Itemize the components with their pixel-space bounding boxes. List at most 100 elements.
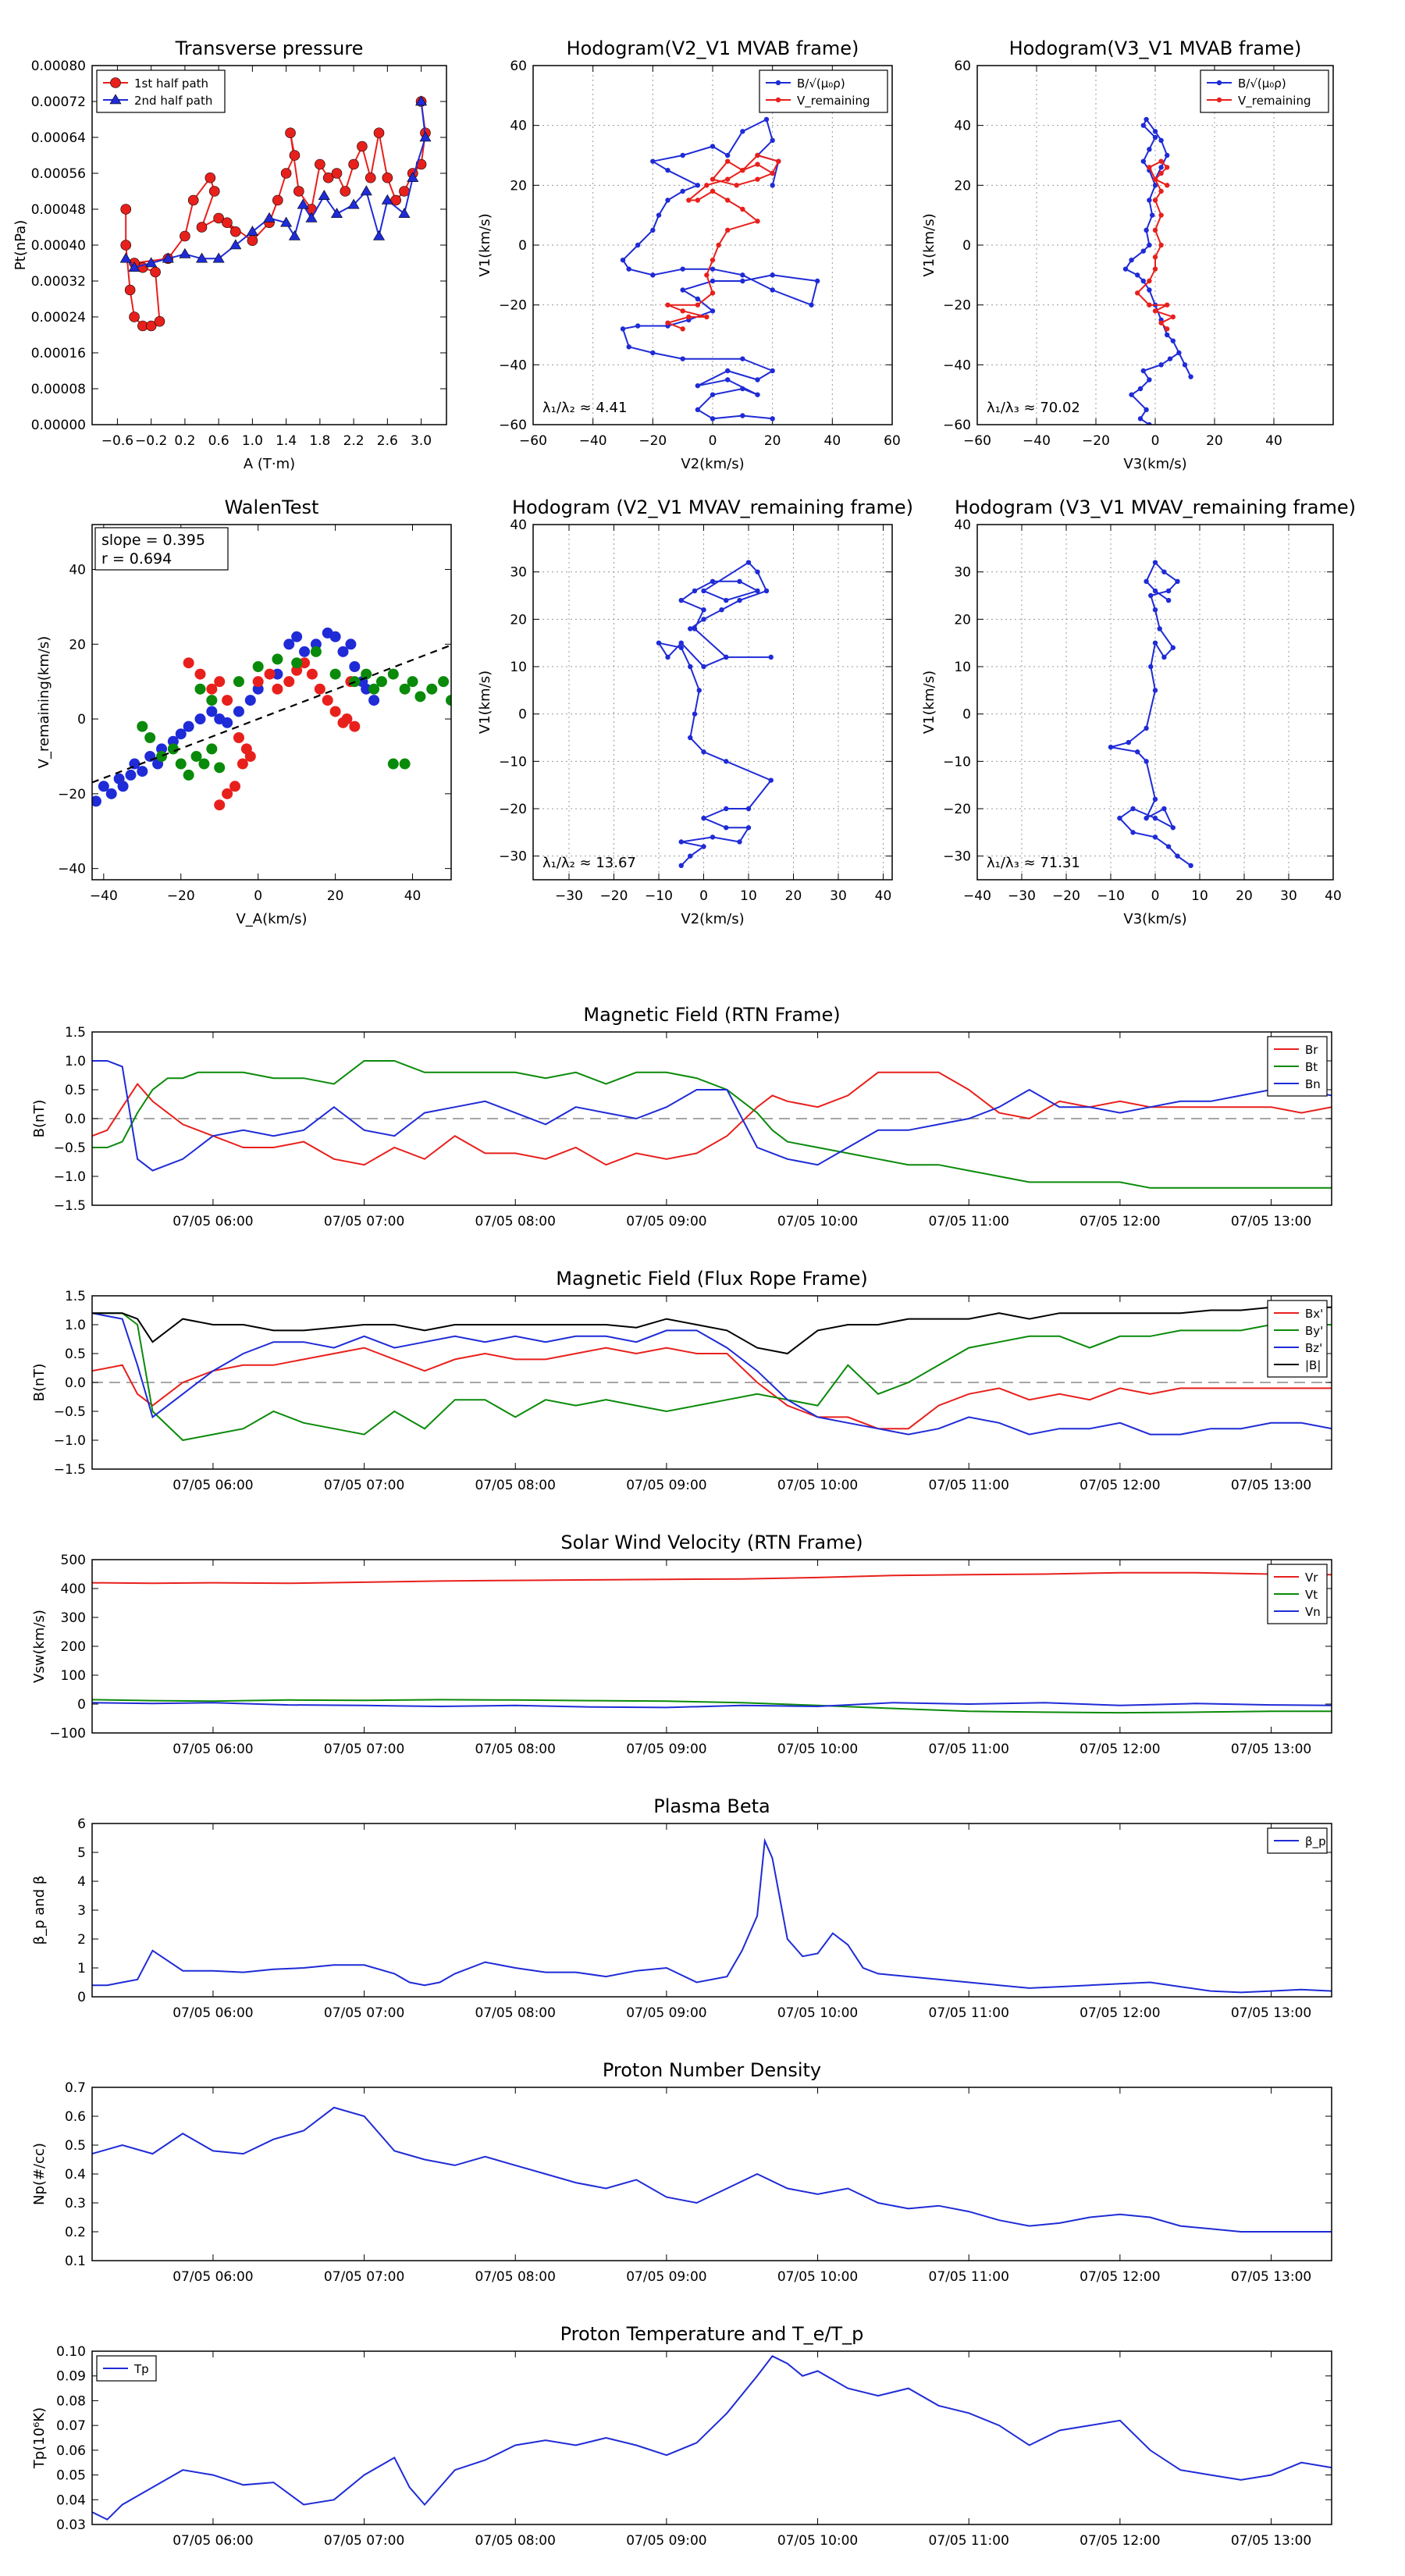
y-tick-label: −100 (49, 1726, 86, 1742)
data-point (340, 186, 351, 197)
x-tick-label: 40 (824, 433, 841, 449)
data-point (1167, 356, 1173, 361)
legend: Bx' By' Bz' |B| (1267, 1300, 1328, 1378)
data-point (1148, 664, 1154, 670)
y-axis-label: Np(#/cc) (31, 2143, 48, 2205)
data-point (399, 186, 410, 197)
y-tick-label: 30 (510, 565, 527, 581)
y-tick-label: 40 (954, 518, 971, 533)
x-tick-label: 07/05 11:00 (929, 1214, 1009, 1229)
data-point (330, 208, 343, 218)
y-tick-label: −20 (943, 802, 971, 817)
legend-marker (1216, 97, 1222, 103)
y-tick-label: 100 (61, 1668, 86, 1684)
x-axis-label: A (T·m) (244, 456, 295, 472)
x-tick-label: 07/05 07:00 (324, 2005, 404, 2021)
data-point (137, 766, 148, 777)
data-point (1161, 654, 1167, 660)
x-tick-label: 07/05 07:00 (324, 2533, 404, 2549)
x-tick-label: 07/05 12:00 (1080, 2005, 1160, 2021)
x-tick-label: 07/05 12:00 (1080, 1478, 1160, 1493)
data-point (156, 743, 168, 755)
plot-frame (976, 65, 1334, 425)
legend-label: By' (1305, 1324, 1323, 1338)
y-tick-label: 0 (77, 1697, 86, 1713)
y-tick-label: 0.00064 (31, 130, 86, 146)
data-point (1140, 278, 1147, 284)
data-point (1140, 158, 1147, 164)
y-tick-label: 0.4 (65, 2167, 86, 2183)
chart-title: Magnetic Field (Flux Rope Frame) (556, 1268, 867, 1290)
data-point (145, 320, 157, 332)
data-point (1152, 688, 1158, 693)
data-point (1165, 302, 1170, 308)
x-tick-label: 10 (740, 888, 757, 904)
y-tick-label: 0.5 (65, 2138, 86, 2154)
x-tick-label: 07/05 11:00 (929, 2005, 1009, 2021)
data-point (1137, 386, 1144, 392)
data-point (665, 302, 670, 308)
x-tick-label: 07/05 08:00 (475, 1478, 556, 1493)
data-point (719, 607, 724, 613)
series-line (92, 2355, 1332, 2521)
x-tick-label: 40 (1265, 433, 1282, 449)
data-point (331, 168, 343, 179)
data-point (701, 749, 706, 755)
data-point (656, 640, 662, 646)
x-tick-label: 07/05 09:00 (626, 2005, 706, 2021)
data-point (710, 308, 716, 314)
data-point (1152, 796, 1158, 802)
x-tick-label: 2.6 (377, 433, 398, 449)
y-tick-label: 0.7 (65, 2080, 86, 2096)
plot-frame (91, 1823, 1332, 1998)
data-point (656, 212, 662, 218)
data-point (252, 683, 264, 695)
x-tick-label: 07/05 10:00 (777, 1478, 858, 1493)
data-point (208, 186, 220, 197)
y-tick-label: 0.00080 (31, 59, 86, 74)
data-point (620, 326, 626, 332)
data-point (137, 720, 148, 732)
data-point (724, 227, 731, 233)
x-tick-label: 1.8 (309, 433, 330, 449)
data-point (1157, 626, 1162, 632)
data-point (264, 668, 276, 680)
data-point (724, 176, 731, 182)
x-tick-label: −10 (645, 888, 673, 904)
data-point (237, 758, 248, 770)
series-data (183, 657, 361, 811)
data-point (704, 314, 710, 320)
data-point (716, 242, 721, 248)
data-point (347, 198, 360, 209)
series-line (621, 118, 819, 420)
legend: 1st half path 2nd half path (96, 69, 226, 113)
data-point (678, 597, 684, 603)
y-axis-label: β_p and β (31, 1876, 48, 1945)
data-point (263, 212, 276, 222)
data-point (310, 639, 322, 650)
y-tick-label: 20 (954, 612, 971, 628)
data-point (283, 676, 295, 688)
data-point (288, 229, 301, 240)
x-tick-label: −30 (555, 888, 583, 904)
series-line (125, 101, 427, 327)
x-tick-label: −0.2 (135, 433, 167, 449)
data-point (183, 657, 194, 669)
data-point (299, 657, 311, 669)
y-tick-label: 0 (77, 1990, 86, 2005)
x-tick-label: 07/05 08:00 (475, 2269, 556, 2285)
y-tick-label: 20 (510, 178, 527, 194)
series-2nd half path (119, 95, 432, 272)
data-point (695, 407, 701, 413)
data-point (194, 713, 206, 725)
data-point (665, 654, 670, 660)
x-tick-label: 07/05 10:00 (777, 1214, 858, 1229)
y-tick-label: −20 (499, 298, 527, 314)
data-point (1188, 374, 1193, 379)
data-point (1161, 806, 1167, 812)
x-tick-label: −30 (1008, 888, 1036, 904)
data-point (740, 413, 745, 418)
y-tick-label: −40 (943, 358, 971, 373)
legend-label: Br (1305, 1043, 1318, 1057)
y-tick-label: 20 (954, 178, 971, 194)
